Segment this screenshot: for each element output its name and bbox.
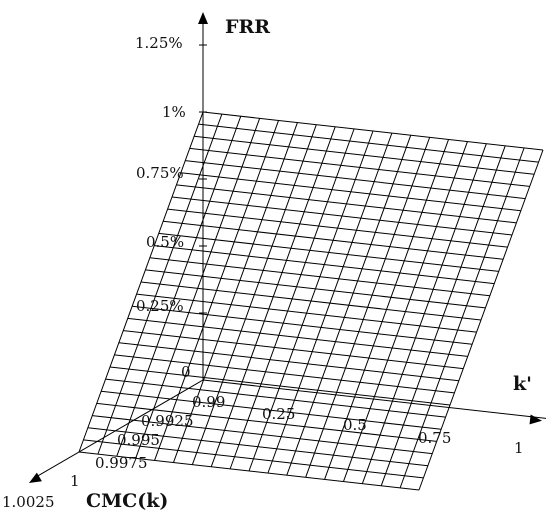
x-tick-label: 0.5: [343, 416, 367, 434]
surface-grid-line: [101, 390, 442, 430]
z-axis-label: FRR: [225, 16, 270, 38]
surface-grid-line: [105, 378, 446, 418]
x-tick-label: 0.25: [262, 405, 295, 423]
surface-grid-line: [176, 184, 517, 224]
surface-grid-line: [140, 281, 482, 321]
x-tick-label: 0.99: [192, 393, 225, 411]
x-tick-label: 0.75: [418, 429, 451, 447]
y-tick-label: 1.0025: [2, 493, 55, 511]
y-tick-label: 1: [70, 472, 80, 490]
surface-mesh: [78, 111, 544, 491]
y-tick-label: 0.995: [117, 431, 160, 449]
surface-grid-line: [154, 245, 495, 285]
surface-grid-line: [136, 293, 477, 333]
surface-grid-line: [114, 354, 455, 394]
y-axis-arrow: [29, 472, 42, 483]
y-tick-label: 0.9925: [141, 412, 194, 430]
z-tick-label: 1%: [162, 103, 186, 121]
surface-grid-line: [127, 317, 468, 357]
z-tick-label: 0.5%: [146, 233, 184, 251]
surface-grid-line: [132, 305, 473, 345]
x-axis-label: k': [513, 373, 532, 395]
x-axis-arrow: [529, 414, 542, 425]
surface-grid-line: [92, 415, 433, 455]
surface-grid-line: [109, 366, 451, 406]
surface-grid-line: [78, 451, 420, 491]
surface-grid-line: [180, 172, 521, 212]
surface-grid-line: [189, 147, 530, 187]
surface-grid-line: [198, 123, 539, 163]
surface-grid-line: [123, 330, 464, 370]
surface-grid-line: [83, 439, 424, 479]
surface-grid-line: [149, 257, 490, 297]
z-tick-label: 1.25%: [135, 34, 183, 52]
surface-grid-line: [171, 196, 513, 236]
z-tick-label: 0.25%: [136, 297, 184, 315]
y-tick-label: 0.9975: [95, 454, 148, 472]
surface-grid-line: [194, 135, 535, 175]
surface-grid-line: [118, 342, 459, 382]
z-tick-label: 0.75%: [136, 164, 184, 182]
z-axis-arrow: [198, 12, 208, 24]
surface-grid-line: [87, 427, 428, 467]
z-tick-label: 0: [181, 363, 191, 381]
surface-grid-line: [163, 220, 504, 260]
y-axis-line: [35, 379, 204, 478]
surface-grid-line: [145, 269, 486, 309]
axes: [29, 12, 546, 483]
surface-grid-line: [167, 208, 508, 248]
surface-grid-line: [158, 232, 499, 272]
y-axis-label: CMC(k): [86, 490, 168, 512]
surface-grid-line: [202, 111, 544, 151]
surface-grid-line: [185, 160, 526, 200]
surface-grid-line: [96, 402, 437, 442]
x-axis-line: [202, 379, 546, 419]
x-tick-label: 1: [514, 439, 524, 457]
